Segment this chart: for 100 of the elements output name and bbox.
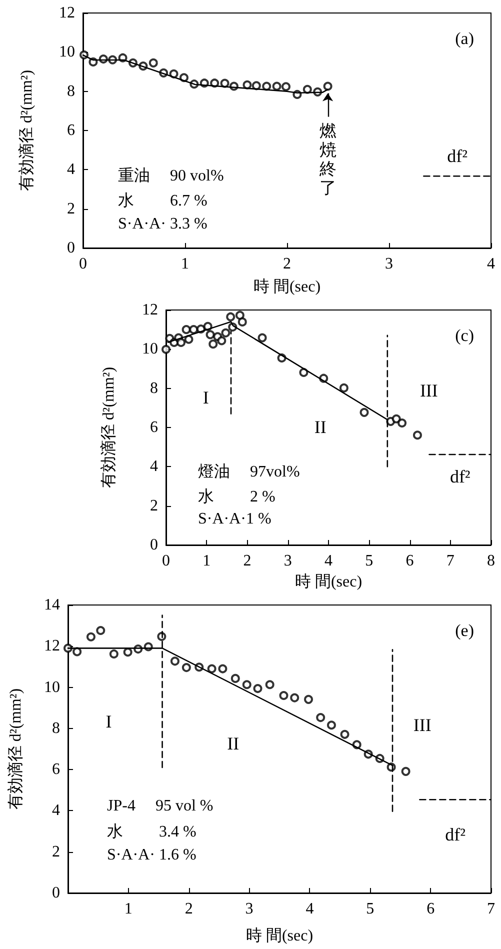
annotation: 水 2 % <box>198 488 276 506</box>
y-tick-label: 10 <box>44 678 60 696</box>
y-tick-label: 2 <box>67 200 75 218</box>
y-tick-label: 4 <box>52 802 60 820</box>
annotation: 燃焼終了 <box>318 121 336 198</box>
annotation: JP-4 95 vol % <box>107 798 214 814</box>
y-tick-label: 6 <box>52 761 60 778</box>
x-axis-title: 時 間(sec) <box>246 926 314 944</box>
point <box>217 336 226 346</box>
y-axis-title: 有効滴径 d²(mm²) <box>6 688 24 810</box>
point <box>206 330 215 340</box>
y-tick-label: 8 <box>150 380 158 397</box>
y-tick-label: 2 <box>52 843 60 860</box>
annotation: III <box>413 715 432 736</box>
point <box>169 69 178 78</box>
x-tick-label: 5 <box>365 552 374 570</box>
point <box>238 317 247 326</box>
point <box>401 766 410 776</box>
y-tick-label: 10 <box>142 340 158 358</box>
point <box>220 78 230 88</box>
point <box>218 664 228 674</box>
x-tick-label: 4 <box>306 900 314 918</box>
text: (e) <box>455 621 474 640</box>
point <box>242 680 252 690</box>
annotation: I <box>106 712 112 732</box>
x-tick-label: 7 <box>446 552 454 570</box>
annotation: III <box>420 380 438 401</box>
point <box>258 333 267 342</box>
y-tick-label: 10 <box>59 44 75 61</box>
point <box>123 648 132 657</box>
point <box>184 334 194 344</box>
point <box>265 680 274 690</box>
point <box>230 674 240 683</box>
point <box>340 730 350 739</box>
point <box>148 58 158 68</box>
x-tick-label: 0 <box>162 552 170 570</box>
point <box>109 649 118 658</box>
annotation: II <box>227 734 240 754</box>
y-tick-label: 0 <box>52 884 60 902</box>
series-label: df² <box>450 466 470 487</box>
point <box>226 312 236 322</box>
y-tick-label: 0 <box>67 240 75 256</box>
x-tick-label: 3 <box>385 256 393 272</box>
y-tick-label: 12 <box>59 4 75 22</box>
x-tick-label: 5 <box>366 900 374 918</box>
annotation: 燈油 97vol% <box>198 462 300 480</box>
y-tick-label: 8 <box>67 82 75 100</box>
annotation: 水 3.4 % <box>107 822 196 840</box>
point <box>170 656 180 666</box>
y-tick-label: 12 <box>44 638 60 655</box>
x-tick-label: 1 <box>181 256 189 272</box>
series-label: df² <box>447 146 468 166</box>
point <box>304 694 314 704</box>
point <box>272 82 282 91</box>
y-tick-label: 0 <box>150 536 158 554</box>
point <box>281 82 290 92</box>
y-axis-title: 有効滴径 d²(mm²) <box>18 70 36 192</box>
point <box>290 693 300 702</box>
x-tick-label: 3 <box>284 552 292 570</box>
point <box>221 328 230 338</box>
annotation: I <box>202 388 209 408</box>
annotation: II <box>314 416 326 437</box>
point <box>360 408 369 417</box>
point <box>398 418 407 428</box>
point <box>208 340 218 349</box>
x-tick-label: 2 <box>243 552 252 570</box>
annotation: S·A·A· 3.3 % <box>118 216 208 232</box>
point <box>182 325 191 334</box>
point <box>412 430 422 440</box>
point <box>323 82 332 91</box>
point <box>316 713 326 722</box>
x-tick-label: 1 <box>124 900 132 918</box>
point <box>96 626 106 636</box>
x-tick-label: 6 <box>426 900 435 918</box>
x-tick-label: 6 <box>406 552 414 570</box>
point <box>279 691 288 700</box>
point <box>189 325 198 334</box>
point <box>242 80 252 90</box>
x-tick-label: 1 <box>202 552 211 570</box>
y-tick-label: 8 <box>52 720 60 737</box>
x-tick-label: 2 <box>283 256 291 272</box>
x-tick-label: 4 <box>487 256 495 272</box>
point <box>72 647 82 656</box>
annotation: 重油 90 vol% <box>118 166 224 184</box>
point <box>252 81 261 90</box>
y-tick-label: 14 <box>44 596 60 614</box>
point <box>207 664 216 674</box>
y-tick-label: 4 <box>150 458 158 476</box>
x-tick-label: 4 <box>324 552 332 570</box>
annotation: S·A·A·1 % <box>198 510 272 528</box>
point <box>253 684 262 694</box>
point <box>339 383 348 392</box>
point <box>176 338 186 348</box>
point <box>302 84 312 94</box>
point <box>262 82 272 91</box>
point <box>182 663 191 672</box>
x-tick-label: 7 <box>487 900 495 918</box>
point <box>162 344 170 354</box>
series-label: df² <box>445 824 466 845</box>
y-tick-label: 4 <box>67 161 75 178</box>
